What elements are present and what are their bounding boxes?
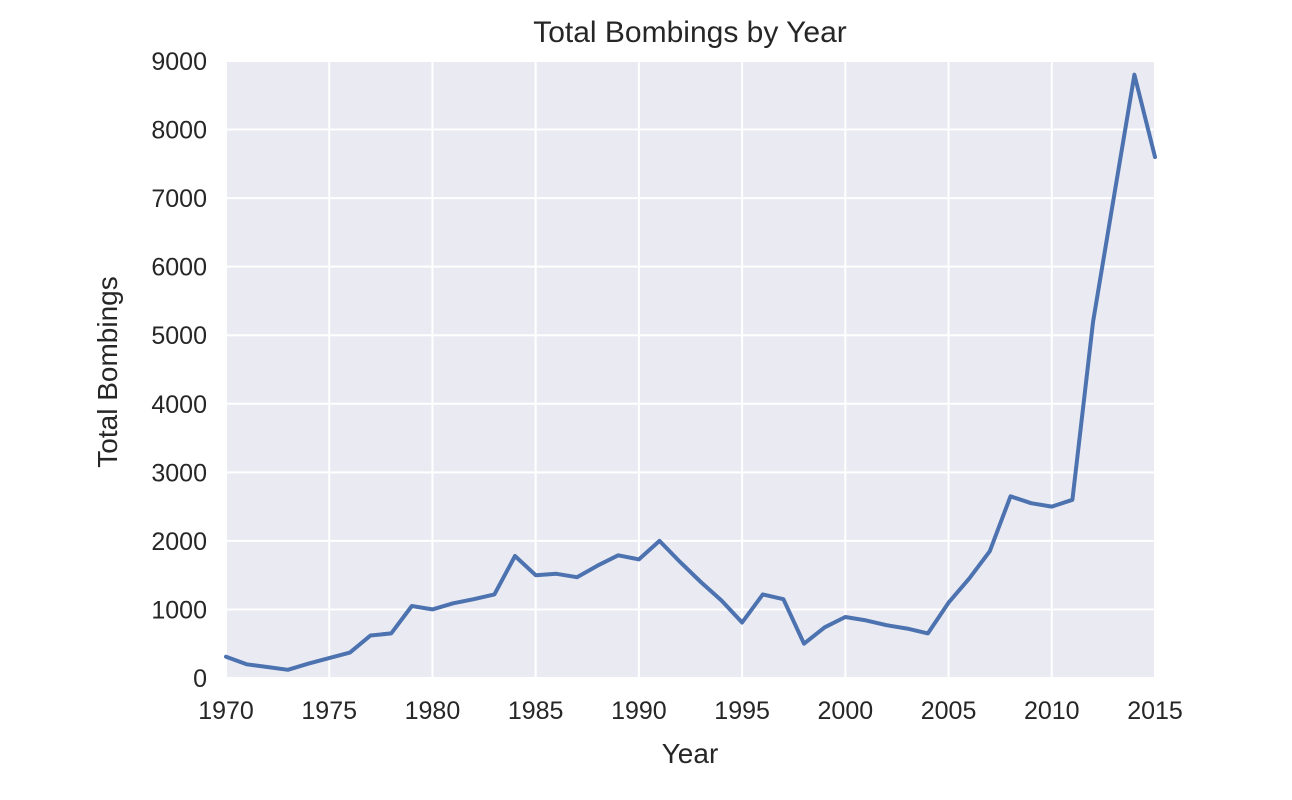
x-axis-label: Year [662,738,719,769]
x-tick-label: 1980 [405,697,461,725]
data-series [224,72,1157,672]
x-tick-label: 2000 [818,697,874,725]
x-tick-label: 1975 [301,697,357,725]
gridlines [225,60,1156,679]
data-line [224,72,1157,672]
y-tick-label: 3000 [151,459,207,487]
y-tick-label: 0 [193,665,207,693]
y-tick-label: 5000 [151,322,207,350]
y-tick-label: 8000 [151,117,207,145]
x-tick-label: 1970 [198,697,254,725]
y-axis-label: Total Bombings [92,276,123,467]
y-tick-label: 7000 [151,185,207,213]
y-tick-label: 2000 [151,528,207,556]
plot-area [226,61,1155,678]
y-tick-label: 4000 [151,391,207,419]
y-tick-label: 9000 [151,48,207,76]
x-tick-label: 1995 [714,697,770,725]
x-tick-label: 2015 [1127,697,1183,725]
x-tick-label: 1990 [611,697,667,725]
x-tick-label: 1985 [508,697,564,725]
y-tick-label: 1000 [151,596,207,624]
x-tick-label: 2010 [1024,697,1080,725]
x-tick-label: 2005 [921,697,977,725]
y-tick-label: 6000 [151,254,207,282]
chart-title: Total Bombings by Year [533,16,847,49]
x-tick-labels: 1970 1975 1980 1985 1990 1995 2000 2005 2010 2015 [198,697,1183,725]
y-tick-labels: 0 1000 2000 3000 4000 5000 6000 7000 8000 9000 [151,48,207,693]
